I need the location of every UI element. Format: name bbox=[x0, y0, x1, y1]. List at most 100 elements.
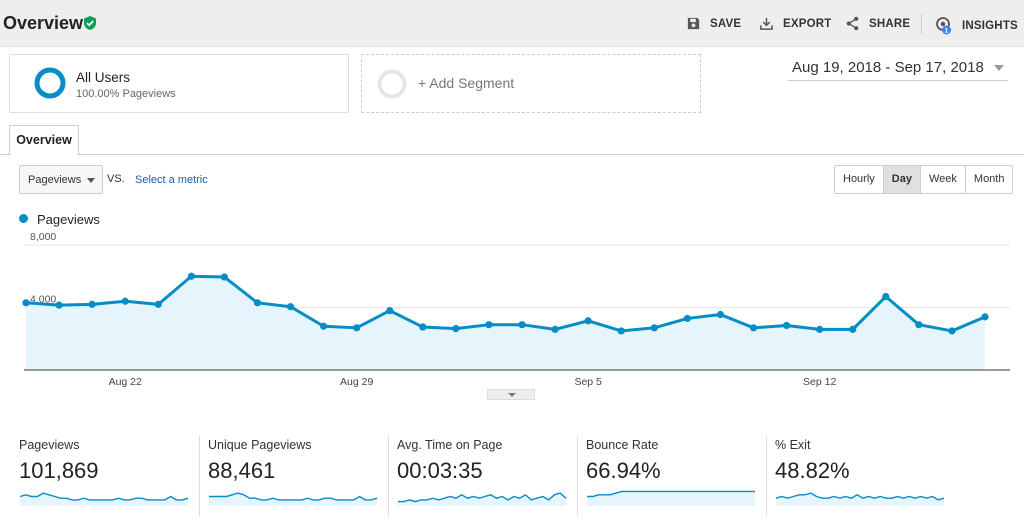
page-title: Overview bbox=[3, 13, 84, 33]
metric-card[interactable]: Avg. Time on Page 00:03:35 bbox=[388, 436, 577, 516]
data-point[interactable] bbox=[220, 273, 229, 281]
export-button[interactable]: EXPORT bbox=[759, 16, 832, 31]
add-segment-button[interactable]: + Add Segment bbox=[361, 54, 701, 113]
data-point[interactable] bbox=[584, 317, 592, 325]
tab-overview[interactable]: Overview bbox=[9, 125, 79, 155]
top-bar: Overview SAVE EXPORT SHARE 1 INSIGHTS bbox=[0, 0, 1024, 47]
insights-button[interactable]: 1 INSIGHTS bbox=[935, 16, 1018, 36]
data-point[interactable] bbox=[353, 324, 361, 332]
export-label: EXPORT bbox=[783, 17, 832, 30]
insights-icon: 1 bbox=[936, 17, 951, 35]
data-point[interactable] bbox=[485, 321, 493, 329]
data-point[interactable] bbox=[882, 292, 890, 301]
series-line bbox=[25, 274, 986, 333]
sparkline-line bbox=[209, 492, 378, 501]
data-point[interactable] bbox=[849, 325, 857, 333]
metric-sparkline bbox=[775, 492, 945, 506]
metric-card[interactable]: % Exit 48.82% bbox=[766, 436, 955, 516]
chart-collapse-toggle[interactable] bbox=[487, 389, 535, 400]
save-icon bbox=[687, 17, 700, 30]
data-point[interactable] bbox=[948, 327, 956, 335]
sparkline-line bbox=[19, 492, 189, 501]
metric-name: Avg. Time on Page bbox=[397, 438, 503, 452]
save-label: SAVE bbox=[710, 17, 742, 30]
metric-sparkline bbox=[209, 492, 378, 506]
export-icon bbox=[760, 17, 773, 30]
data-point[interactable] bbox=[650, 324, 658, 332]
metric-divider bbox=[766, 436, 767, 516]
sparkline-area bbox=[209, 493, 377, 506]
metric-value: 48.82% bbox=[775, 458, 850, 483]
metric-value: 101,869 bbox=[19, 458, 99, 483]
sparkline-area bbox=[776, 493, 944, 506]
metric-card[interactable]: Pageviews 101,869 bbox=[19, 436, 199, 516]
metric-sparkline bbox=[587, 490, 755, 506]
metric-divider bbox=[577, 436, 578, 516]
segment-ring-icon bbox=[34, 67, 66, 99]
tab-divider bbox=[0, 154, 1024, 155]
select-metric-link[interactable]: Select a metric bbox=[135, 174, 208, 186]
metric-name: Pageviews bbox=[19, 438, 80, 452]
data-point[interactable] bbox=[518, 321, 526, 329]
data-point[interactable] bbox=[22, 299, 30, 307]
data-point[interactable] bbox=[816, 325, 824, 333]
data-point[interactable] bbox=[749, 324, 758, 332]
granularity-day[interactable]: Day bbox=[883, 166, 921, 193]
data-point[interactable] bbox=[187, 272, 195, 280]
data-point[interactable] bbox=[386, 307, 394, 315]
granularity-hourly[interactable]: Hourly bbox=[835, 166, 884, 193]
y-tick-label: 8,000 bbox=[30, 232, 56, 243]
metric-sparkline bbox=[19, 492, 189, 506]
sparkline-area bbox=[20, 493, 188, 506]
data-point[interactable] bbox=[683, 314, 691, 323]
metric-divider bbox=[388, 436, 389, 516]
sparkline-line bbox=[398, 492, 567, 503]
x-tick-label: Aug 22 bbox=[109, 376, 142, 388]
share-label: SHARE bbox=[869, 17, 911, 30]
granularity-month[interactable]: Month bbox=[965, 166, 1013, 193]
metric-name: Unique Pageviews bbox=[208, 438, 312, 452]
insights-label: INSIGHTS bbox=[962, 20, 1018, 32]
data-point[interactable] bbox=[121, 297, 129, 305]
segment-detail: 100.00% Pageviews bbox=[76, 88, 176, 100]
granularity-week[interactable]: Week bbox=[920, 166, 966, 193]
chevron-down-icon bbox=[508, 393, 516, 397]
x-tick-label: Aug 29 bbox=[340, 376, 373, 388]
data-point[interactable] bbox=[452, 324, 460, 333]
metric-name: Bounce Rate bbox=[586, 438, 659, 452]
data-point[interactable] bbox=[419, 323, 427, 331]
data-point[interactable] bbox=[551, 325, 559, 333]
segment-name: All Users bbox=[76, 70, 131, 85]
data-point[interactable] bbox=[88, 300, 96, 308]
save-button[interactable]: SAVE bbox=[686, 16, 741, 31]
share-button[interactable]: SHARE bbox=[845, 16, 910, 31]
segment-card-all-users[interactable]: All Users 100.00% Pageviews bbox=[9, 54, 349, 113]
data-point[interactable] bbox=[320, 322, 328, 330]
sparkline-line bbox=[775, 492, 945, 501]
data-point[interactable] bbox=[716, 310, 725, 319]
legend-label: Pageviews bbox=[37, 212, 100, 227]
data-point[interactable] bbox=[154, 300, 162, 308]
data-point[interactable] bbox=[981, 313, 989, 321]
metric-select[interactable]: Pageviews bbox=[19, 165, 103, 194]
metric-card[interactable]: Bounce Rate 66.94% bbox=[577, 436, 766, 516]
data-point[interactable] bbox=[915, 321, 923, 329]
sparkline-line bbox=[587, 490, 755, 498]
date-range-picker[interactable]: Aug 19, 2018 - Sep 17, 2018 bbox=[788, 58, 1008, 81]
metric-value: 88,461 bbox=[208, 458, 276, 483]
data-point[interactable] bbox=[782, 321, 791, 330]
legend-marker bbox=[19, 214, 28, 223]
data-point[interactable] bbox=[55, 301, 63, 309]
series-area bbox=[26, 276, 985, 370]
data-point[interactable] bbox=[617, 327, 625, 335]
date-range-label: Aug 19, 2018 - Sep 17, 2018 bbox=[792, 59, 984, 76]
metric-divider bbox=[199, 436, 200, 516]
insights-badge: 1 bbox=[945, 28, 949, 35]
vs-label: VS. bbox=[107, 173, 125, 185]
summary-metrics: Pageviews 101,869 Unique Pageviews 88,461 Av… bbox=[0, 436, 1024, 516]
metric-card[interactable]: Unique Pageviews 88,461 bbox=[199, 436, 388, 516]
metric-name: % Exit bbox=[775, 438, 811, 452]
data-point[interactable] bbox=[286, 303, 295, 311]
data-point[interactable] bbox=[253, 299, 262, 307]
